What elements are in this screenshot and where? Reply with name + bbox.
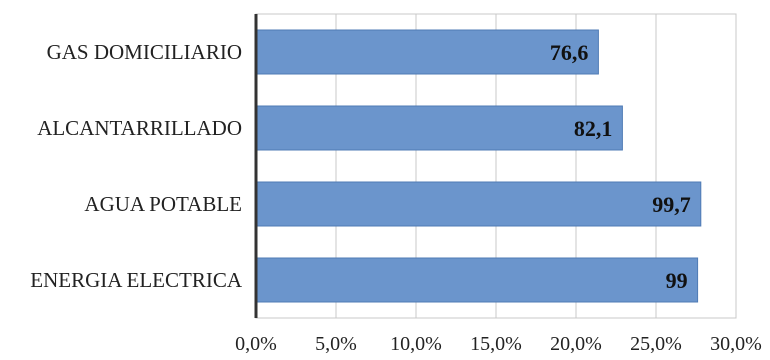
bar-1 bbox=[255, 105, 623, 151]
bar-2 bbox=[255, 181, 702, 227]
data-label-0: 76,6 bbox=[550, 40, 589, 65]
data-label-2: 99,7 bbox=[652, 192, 691, 217]
x-tick-label-1: 5,0% bbox=[315, 333, 357, 355]
x-tick-label-2: 10,0% bbox=[390, 333, 442, 355]
data-label-1: 82,1 bbox=[574, 116, 613, 141]
x-tick-label-5: 25,0% bbox=[630, 333, 682, 355]
category-label-0: GAS DOMICILIARIO bbox=[47, 40, 242, 64]
category-label-2: AGUA POTABLE bbox=[84, 192, 242, 216]
x-tick-label-4: 20,0% bbox=[550, 333, 602, 355]
data-label-3: 99 bbox=[666, 268, 688, 293]
x-tick-label-3: 15,0% bbox=[470, 333, 522, 355]
bar-3 bbox=[255, 257, 699, 303]
x-tick-label-6: 30,0% bbox=[710, 333, 762, 355]
bar-0 bbox=[255, 29, 599, 75]
category-label-3: ENERGIA ELECTRICA bbox=[30, 268, 243, 292]
x-tick-label-0: 0,0% bbox=[235, 333, 277, 355]
category-label-1: ALCANTARRILLADO bbox=[37, 116, 242, 140]
